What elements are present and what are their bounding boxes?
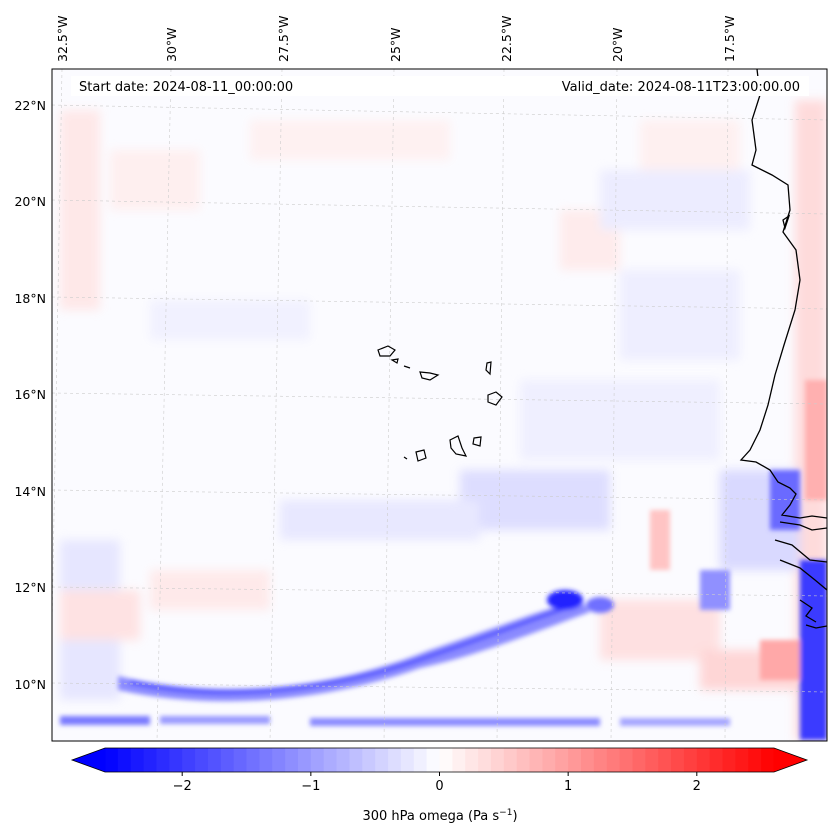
colorbar-cells (72, 748, 807, 772)
colorbar-cell (388, 748, 402, 772)
lon-label: 22.5°W (499, 16, 514, 62)
colorbar-cell (761, 748, 775, 772)
colorbar-tick-label: 1 (564, 779, 572, 794)
lat-label: 12°N (14, 580, 46, 595)
colorbar-cell (516, 748, 531, 772)
latitude-labels: 22°N 20°N 18°N 16°N 14°N 12°N 10°N (14, 98, 46, 692)
lat-label: 18°N (14, 291, 46, 306)
colorbar-cell (658, 748, 672, 772)
colorbar-cell (542, 748, 556, 772)
colorbar-label-exponent: −1 (499, 808, 512, 818)
colorbar-ticks: −2 −1 0 1 2 (173, 772, 701, 794)
lon-label: 17.5°W (722, 16, 737, 62)
start-date-text: Start date: 2024-08-11_00:00:00 (79, 80, 293, 95)
colorbar-cell (632, 748, 646, 772)
colorbar-cell (619, 748, 634, 772)
omega-field (60, 100, 827, 740)
colorbar-cell (233, 748, 248, 772)
lat-label: 16°N (14, 387, 46, 402)
colorbar-cell (117, 748, 132, 772)
colorbar-cell (323, 748, 338, 772)
colorbar-cell (130, 748, 145, 772)
colorbar-cell (568, 748, 582, 772)
lat-label: 10°N (14, 677, 46, 692)
lat-label: 22°N (14, 98, 46, 113)
colorbar-cell (375, 748, 389, 772)
colorbar-tick-label: −2 (173, 779, 192, 794)
lon-label: 32.5°W (55, 16, 70, 62)
lon-label: 25°W (388, 27, 403, 62)
colorbar-cell (349, 748, 363, 772)
colorbar-cell (195, 748, 209, 772)
colorbar-label-suffix: ) (512, 809, 517, 824)
colorbar-cell (683, 748, 698, 772)
lon-label: 30°W (164, 27, 179, 62)
lat-label: 20°N (14, 194, 46, 209)
colorbar-cell (336, 748, 351, 772)
colorbar-tick-label: 2 (693, 779, 701, 794)
colorbar-cell (645, 748, 659, 772)
africa-coastline (739, 69, 827, 519)
colorbar-cell (285, 748, 299, 772)
colorbar-cell (581, 748, 595, 772)
colorbar-cell (593, 748, 608, 772)
colorbar-cell (735, 748, 749, 772)
colorbar-tick-label: 0 (435, 779, 443, 794)
colorbar-label-text: 300 hPa omega (Pa s (362, 809, 499, 824)
colorbar-cell (310, 748, 325, 772)
map-frame (51, 68, 828, 742)
lat-label: 14°N (14, 484, 46, 499)
map-gridlines (52, 69, 827, 741)
colorbar-cell (207, 748, 222, 772)
colorbar-cell (246, 748, 260, 772)
colorbar-tick-label: −1 (301, 779, 320, 794)
colorbar-cell (709, 748, 724, 772)
colorbar-cell (748, 748, 762, 772)
colorbar-cell (259, 748, 273, 772)
colorbar-cell (400, 748, 415, 772)
colorbar-cell (671, 748, 685, 772)
colorbar-cell (529, 748, 544, 772)
colorbar-cell (696, 748, 711, 772)
colorbar-cell (220, 748, 235, 772)
colorbar-cell (182, 748, 196, 772)
colorbar-cell (606, 748, 621, 772)
colorbar-outline (70, 747, 809, 773)
longitude-labels: 32.5°W 30°W 27.5°W 25°W 22.5°W 20°W 17.5… (55, 16, 737, 62)
coastlines (739, 69, 827, 629)
colorbar-cell (105, 748, 119, 772)
colorbar-cell (478, 748, 492, 772)
colorbar-cell (413, 748, 428, 772)
valid-date-text: Valid_date: 2024-08-11T23:00:00.00 (562, 80, 800, 95)
date-info-box (71, 76, 809, 96)
colorbar-cell (452, 748, 466, 772)
colorbar-cell (722, 748, 737, 772)
colorbar-cell (465, 748, 479, 772)
colorbar-label: 300 hPa omega (Pa s−1) (362, 808, 517, 824)
colorbar-cell (169, 748, 183, 772)
colorbar-cell (490, 748, 505, 772)
colorbar-cell (362, 748, 376, 772)
lon-label: 27.5°W (276, 16, 291, 62)
colorbar-cell (156, 748, 170, 772)
colorbar-cell (143, 748, 158, 772)
colorbar-cell (272, 748, 286, 772)
colorbar-cell (426, 748, 441, 772)
colorbar-cell (297, 748, 312, 772)
colorbar-cell (555, 748, 569, 772)
colorbar-extend-max (773, 748, 807, 772)
colorbar: −2 −1 0 1 2 300 hPa omega (Pa s−1) (70, 747, 809, 824)
colorbar-cell (503, 748, 518, 772)
colorbar-cell (439, 748, 453, 772)
cape-verde-islands (377, 345, 503, 462)
lon-label: 20°W (610, 27, 625, 62)
colorbar-extend-min (72, 748, 106, 772)
